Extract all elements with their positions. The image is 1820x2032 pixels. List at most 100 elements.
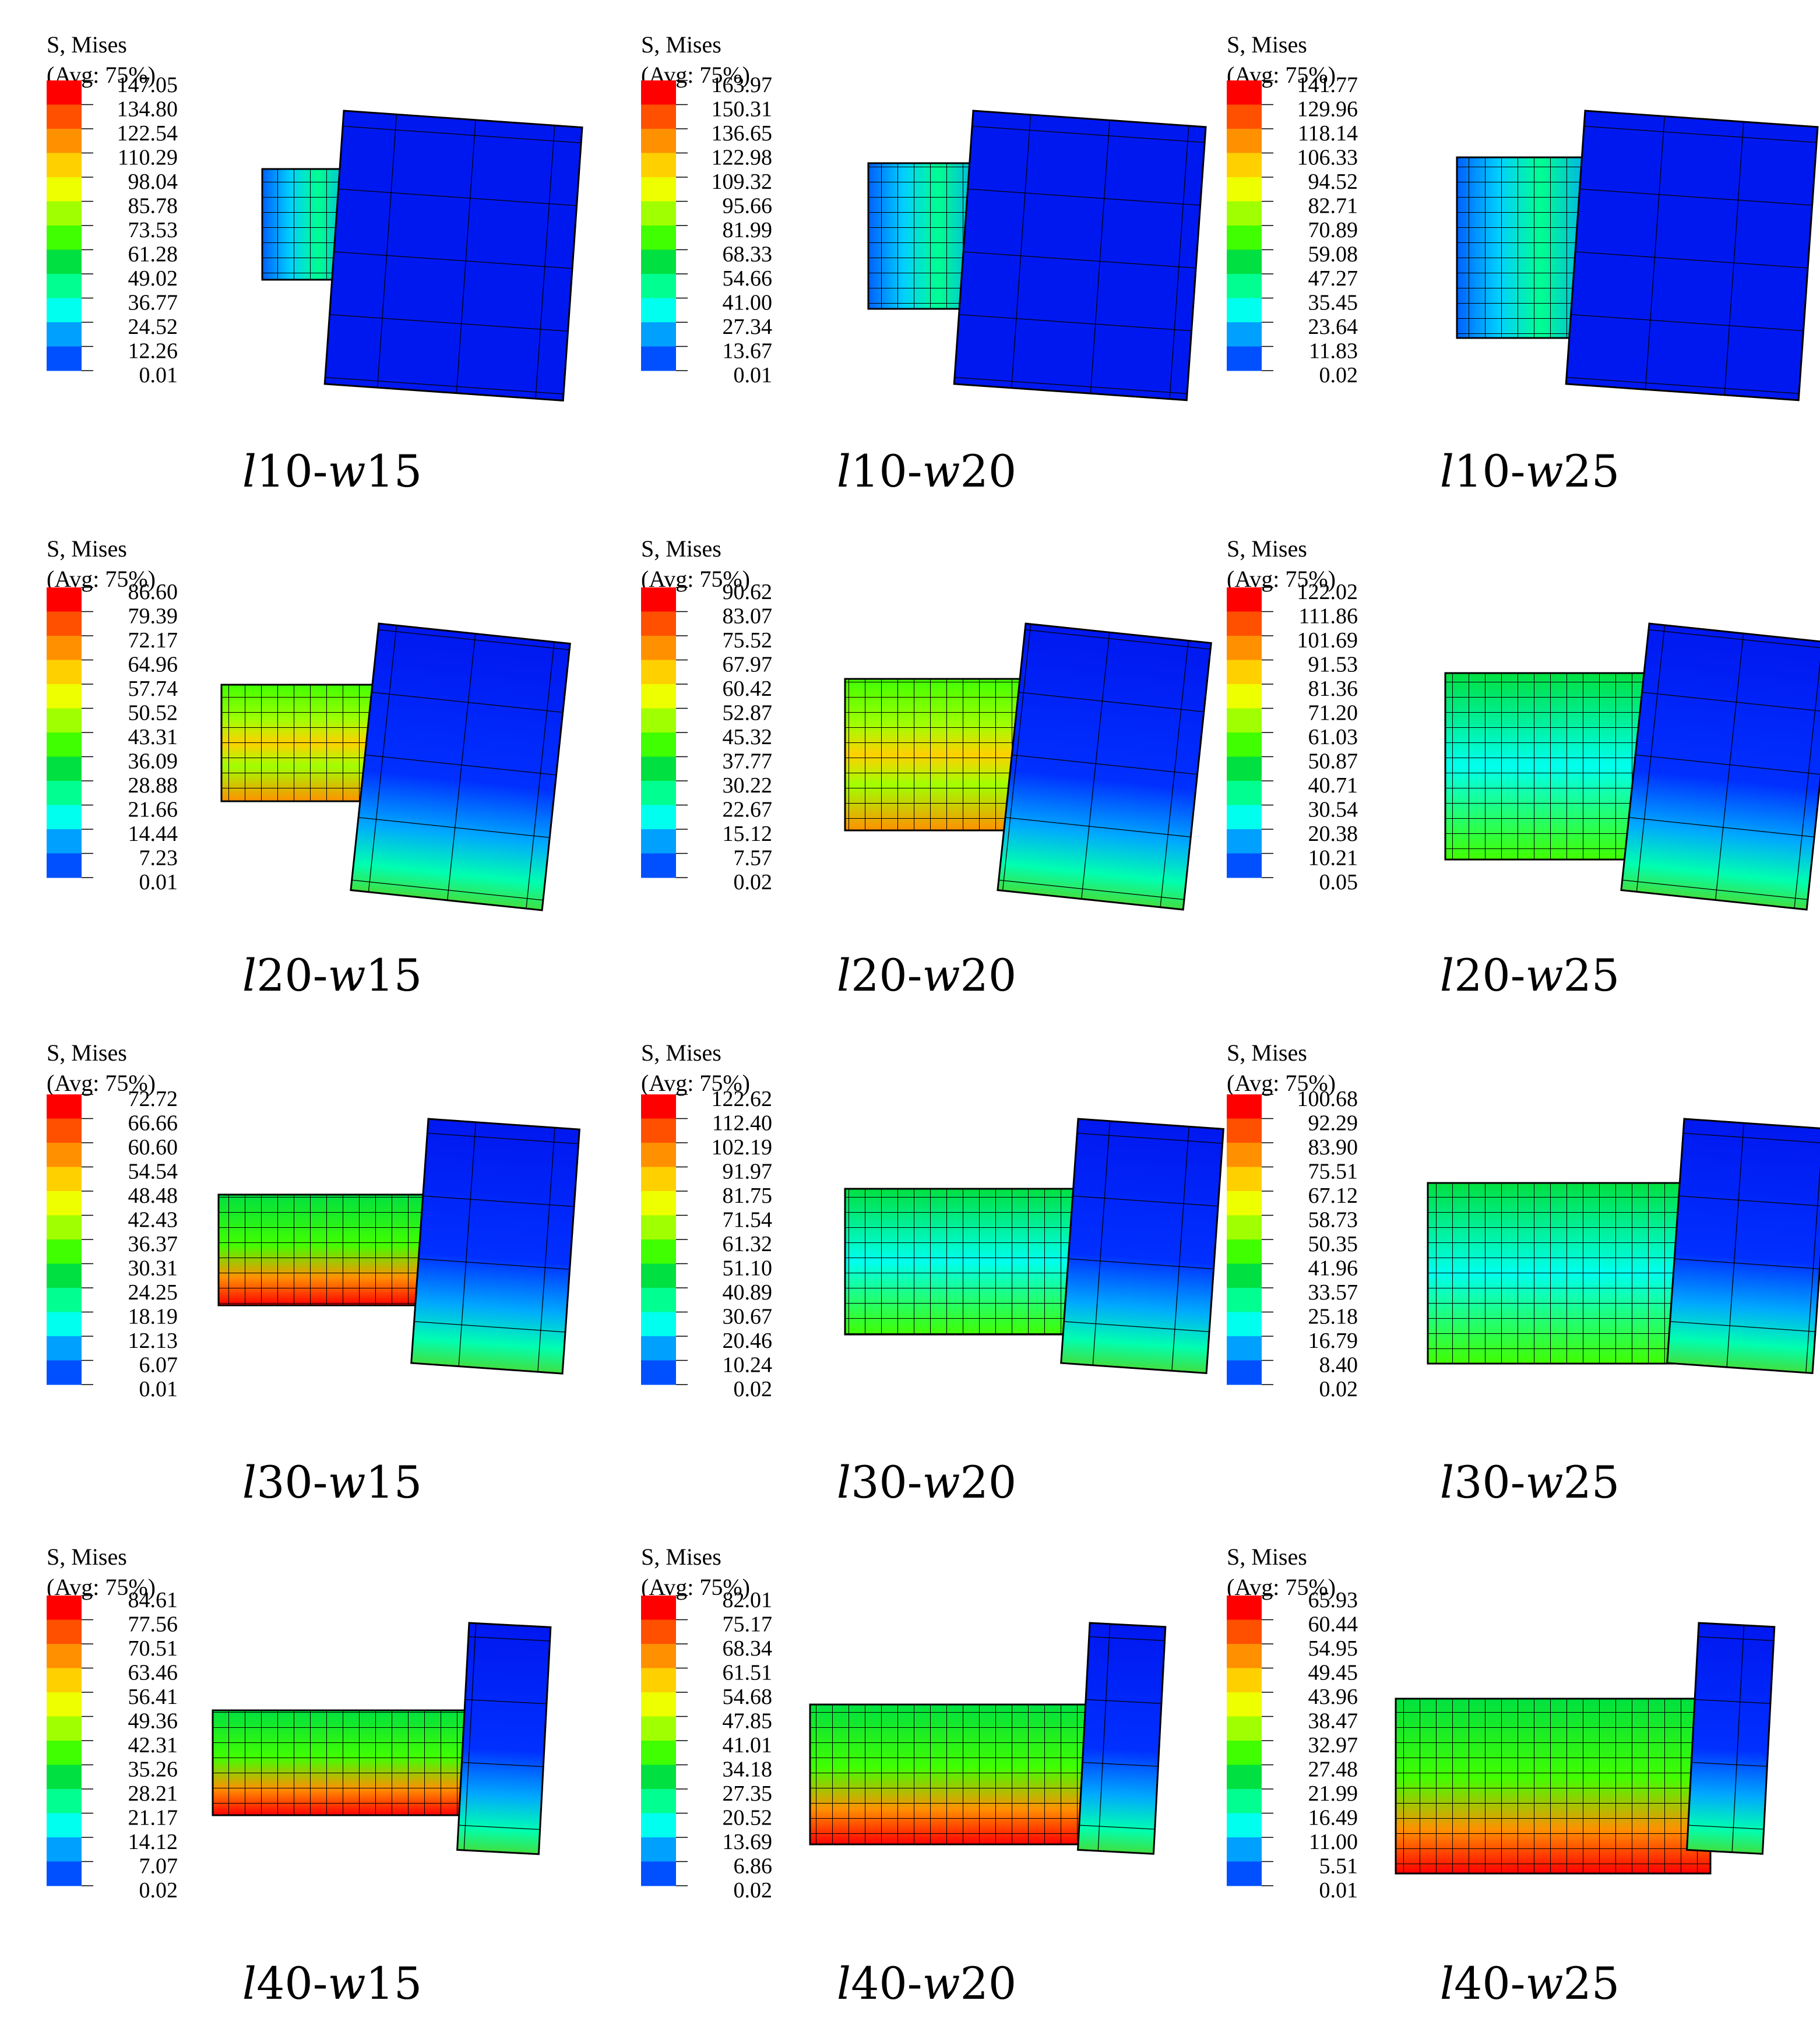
legend-color-swatch (47, 660, 82, 685)
legend-tick-label: 12.13 (128, 1329, 178, 1353)
legend-tick-label: 57.74 (128, 677, 178, 701)
legend-color-swatch (1227, 853, 1262, 878)
legend-color-swatch (47, 1118, 82, 1143)
legend-tick-label: 90.62 (723, 580, 773, 604)
legend-tick-label: 150.31 (712, 97, 773, 122)
legend-tick-label: 11.00 (1309, 1830, 1358, 1854)
legend-tick-label: 49.02 (128, 266, 178, 291)
legend-tick-label: 41.01 (723, 1733, 773, 1758)
panel-caption: l10-w15 (242, 445, 422, 497)
legend-tick-label: 15.12 (723, 822, 773, 846)
legend-tick-label: 122.62 (712, 1087, 773, 1111)
stress-contour-model (220, 622, 571, 911)
legend-title: S, Mises (641, 31, 721, 58)
legend-tick-label: 38.47 (1308, 1709, 1358, 1734)
legend-color-swatch (641, 177, 676, 202)
legend-tick-label: 61.28 (128, 242, 178, 267)
legend-color-swatch (47, 201, 82, 226)
legend-tick-label: 91.53 (1308, 653, 1358, 677)
legend-tick-label: 109.32 (712, 170, 773, 194)
legend-tick-label: 81.36 (1308, 677, 1358, 701)
legend-color-swatch (641, 1765, 676, 1790)
legend-tick-label: 35.45 (1308, 291, 1358, 315)
legend-color-swatch (1227, 587, 1262, 612)
legend-title: S, Mises (47, 31, 127, 58)
legend-color-swatch (641, 322, 676, 347)
legend-color-swatch (47, 781, 82, 805)
legend-tick-label: 22.67 (723, 798, 773, 822)
legend-color-swatch (641, 1167, 676, 1192)
panel-caption: l30-w25 (1440, 1456, 1620, 1508)
rotated-plate (350, 622, 571, 911)
legend-tick-label: 0.02 (734, 870, 773, 894)
legend-tick-label: 0.01 (139, 1377, 178, 1401)
legend-tick-label: 20.46 (723, 1329, 773, 1353)
rotated-plate (997, 622, 1212, 911)
legend-title: S, Mises (1227, 1544, 1307, 1570)
legend-color-swatch (1227, 1813, 1262, 1838)
stress-contour-model (809, 1622, 1167, 1855)
legend-tick-label: 0.01 (139, 870, 178, 894)
rotated-plate (1620, 622, 1820, 911)
legend-color-swatch (641, 587, 676, 612)
legend-tick-label: 21.66 (128, 798, 178, 822)
legend-color-swatch (641, 1191, 676, 1216)
legend-title: S, Mises (641, 536, 721, 562)
legend-color-swatch (47, 611, 82, 636)
legend-tick-label: 30.54 (1308, 798, 1358, 822)
legend-color-swatch (1227, 660, 1262, 685)
legend-color-swatch (641, 226, 676, 250)
legend-color-swatch (1227, 1596, 1262, 1620)
legend-tick-label: 86.60 (128, 580, 178, 604)
legend-color-swatch (47, 153, 82, 178)
legend-tick-label: 50.52 (128, 701, 178, 726)
beam-mesh (1428, 1183, 1696, 1364)
rotated-plate (1666, 1118, 1820, 1375)
legend-color-swatch (1227, 781, 1262, 805)
legend-color-swatch (47, 1288, 82, 1312)
legend-tick-label: 92.29 (1308, 1111, 1358, 1136)
legend-color-swatch (1227, 1668, 1262, 1693)
legend-title: S, Mises (641, 1040, 721, 1066)
legend-tick-label: 65.93 (1308, 1588, 1358, 1612)
legend-color-swatch (47, 1143, 82, 1167)
legend-color-swatch (47, 853, 82, 878)
legend-color-swatch (1227, 1644, 1262, 1668)
legend-color-swatch (47, 708, 82, 733)
legend-color-swatch (47, 274, 82, 298)
legend-tick-label: 27.48 (1308, 1758, 1358, 1782)
legend-tick-label: 75.17 (723, 1612, 773, 1637)
legend-color-swatch (47, 1861, 82, 1886)
legend-color-swatch (641, 1861, 676, 1886)
legend-tick-label: 61.03 (1308, 725, 1358, 749)
legend-tick-label: 58.73 (1308, 1208, 1358, 1232)
legend-title: S, Mises (47, 536, 127, 562)
beam-mesh (845, 679, 1037, 830)
legend-color-swatch (47, 226, 82, 250)
legend-tick-label: 163.97 (712, 73, 773, 97)
legend-tick-label: 7.07 (139, 1854, 178, 1879)
legend-title: S, Mises (1227, 1040, 1307, 1066)
panel-6: S, Mises(Avg: 75%)122.02111.86101.6991.5… (1227, 536, 1820, 1001)
panel-caption: l30-w20 (837, 1456, 1016, 1508)
panel-7: S, Mises (Avg: 75%)72.7266.6660.6054.5448… (47, 1040, 580, 1508)
legend-color-swatch (641, 684, 676, 709)
legend-tick-label: 79.39 (128, 604, 178, 629)
stress-contour-model (217, 1118, 580, 1375)
legend-color-swatch (641, 1692, 676, 1717)
legend-color-swatch (1227, 1336, 1262, 1361)
legend-color-swatch (47, 1619, 82, 1644)
panel-caption: l20-w20 (837, 949, 1016, 1001)
legend-tick-label: 36.37 (128, 1232, 178, 1256)
panel-5: S, Mises(Avg: 75%)90.6283.0775.5267.9760… (641, 536, 1212, 1001)
legend-color-swatch (1227, 732, 1262, 757)
legend-color-swatch (641, 1360, 676, 1385)
panel-10: S, Mises(Avg: 75%)84.6177.5670.5163.4656… (47, 1544, 552, 2009)
legend-color-swatch (1227, 684, 1262, 709)
legend-color-swatch (1227, 611, 1262, 636)
legend-tick-label: 36.09 (128, 749, 178, 774)
rotated-plate (323, 110, 583, 402)
legend-tick-label: 100.68 (1297, 1087, 1358, 1111)
legend-tick-label: 60.60 (128, 1135, 178, 1160)
legend-tick-label: 91.97 (723, 1160, 773, 1184)
